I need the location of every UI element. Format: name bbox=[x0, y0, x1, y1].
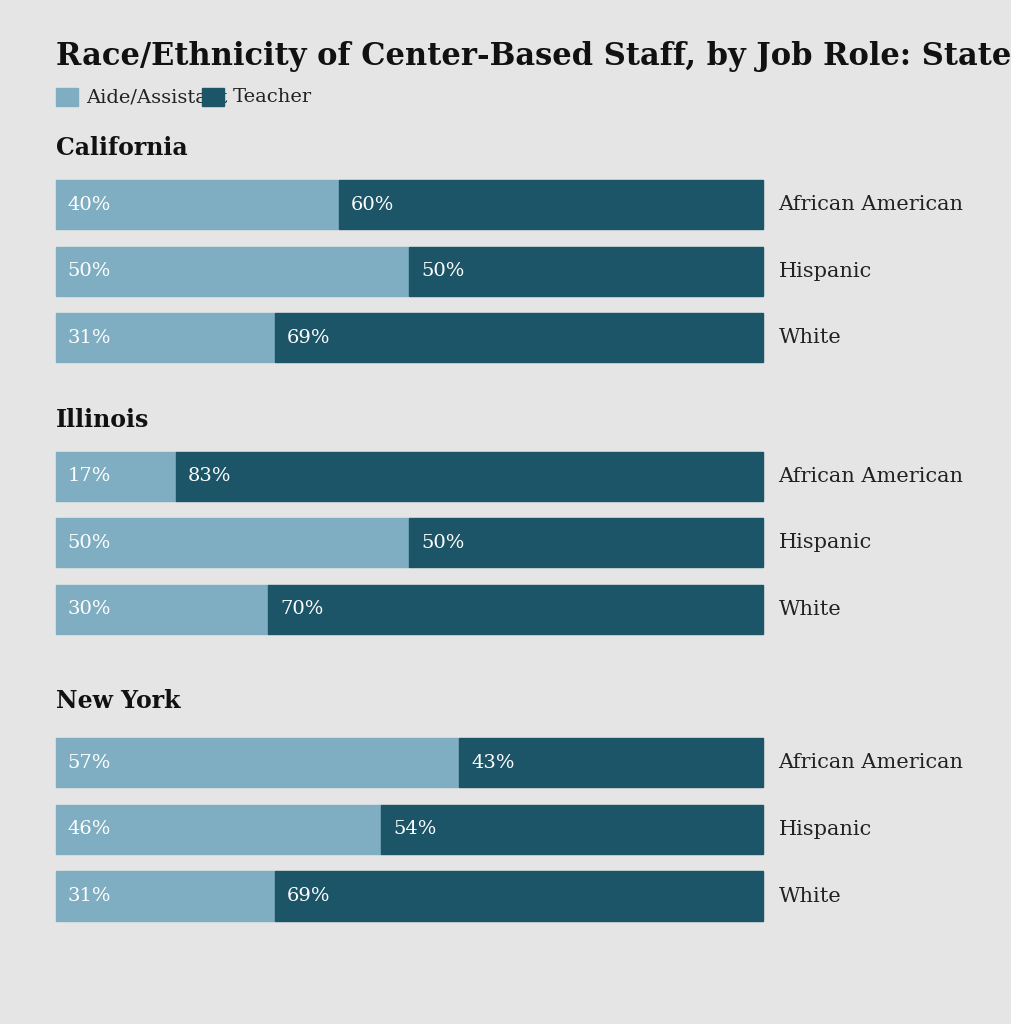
Text: African American: African American bbox=[778, 754, 963, 772]
Bar bbox=[56, 585, 268, 634]
Text: 60%: 60% bbox=[351, 196, 394, 214]
Bar bbox=[56, 738, 459, 787]
Bar bbox=[339, 180, 763, 229]
Text: 17%: 17% bbox=[68, 467, 111, 485]
Bar bbox=[409, 247, 763, 296]
Text: 50%: 50% bbox=[68, 534, 111, 552]
Bar bbox=[56, 452, 176, 501]
Text: New York: New York bbox=[56, 689, 180, 714]
Text: 30%: 30% bbox=[68, 600, 111, 618]
Text: 50%: 50% bbox=[422, 262, 465, 281]
Bar bbox=[176, 452, 763, 501]
Bar bbox=[202, 88, 224, 106]
Bar bbox=[56, 88, 78, 106]
Text: 43%: 43% bbox=[471, 754, 515, 772]
Text: 69%: 69% bbox=[287, 329, 331, 347]
Bar bbox=[56, 871, 275, 921]
Bar bbox=[459, 738, 763, 787]
Text: 70%: 70% bbox=[280, 600, 324, 618]
Text: 40%: 40% bbox=[68, 196, 111, 214]
Text: Teacher: Teacher bbox=[233, 88, 311, 106]
Bar bbox=[56, 313, 275, 362]
Text: California: California bbox=[56, 136, 187, 161]
Text: Aide/Assistant: Aide/Assistant bbox=[86, 88, 227, 106]
Text: African American: African American bbox=[778, 467, 963, 485]
Bar bbox=[381, 805, 763, 854]
Text: 50%: 50% bbox=[68, 262, 111, 281]
Text: 57%: 57% bbox=[68, 754, 111, 772]
Text: Race/Ethnicity of Center-Based Staff, by Job Role: State Examples: Race/Ethnicity of Center-Based Staff, by… bbox=[56, 41, 1011, 72]
Text: 31%: 31% bbox=[68, 329, 111, 347]
Text: White: White bbox=[778, 329, 841, 347]
Text: Hispanic: Hispanic bbox=[778, 534, 871, 552]
Bar bbox=[56, 518, 409, 567]
Text: Illinois: Illinois bbox=[56, 408, 149, 432]
Text: White: White bbox=[778, 887, 841, 905]
Text: White: White bbox=[778, 600, 841, 618]
Text: Hispanic: Hispanic bbox=[778, 262, 871, 281]
Bar bbox=[56, 180, 339, 229]
Bar bbox=[56, 247, 409, 296]
Text: 46%: 46% bbox=[68, 820, 111, 839]
Text: Hispanic: Hispanic bbox=[778, 820, 871, 839]
Bar bbox=[409, 518, 763, 567]
Bar bbox=[268, 585, 763, 634]
Bar bbox=[275, 313, 763, 362]
Bar bbox=[56, 805, 381, 854]
Text: 83%: 83% bbox=[188, 467, 232, 485]
Text: 69%: 69% bbox=[287, 887, 331, 905]
Text: African American: African American bbox=[778, 196, 963, 214]
Text: 31%: 31% bbox=[68, 887, 111, 905]
Text: 50%: 50% bbox=[422, 534, 465, 552]
Bar bbox=[275, 871, 763, 921]
Text: 54%: 54% bbox=[393, 820, 437, 839]
